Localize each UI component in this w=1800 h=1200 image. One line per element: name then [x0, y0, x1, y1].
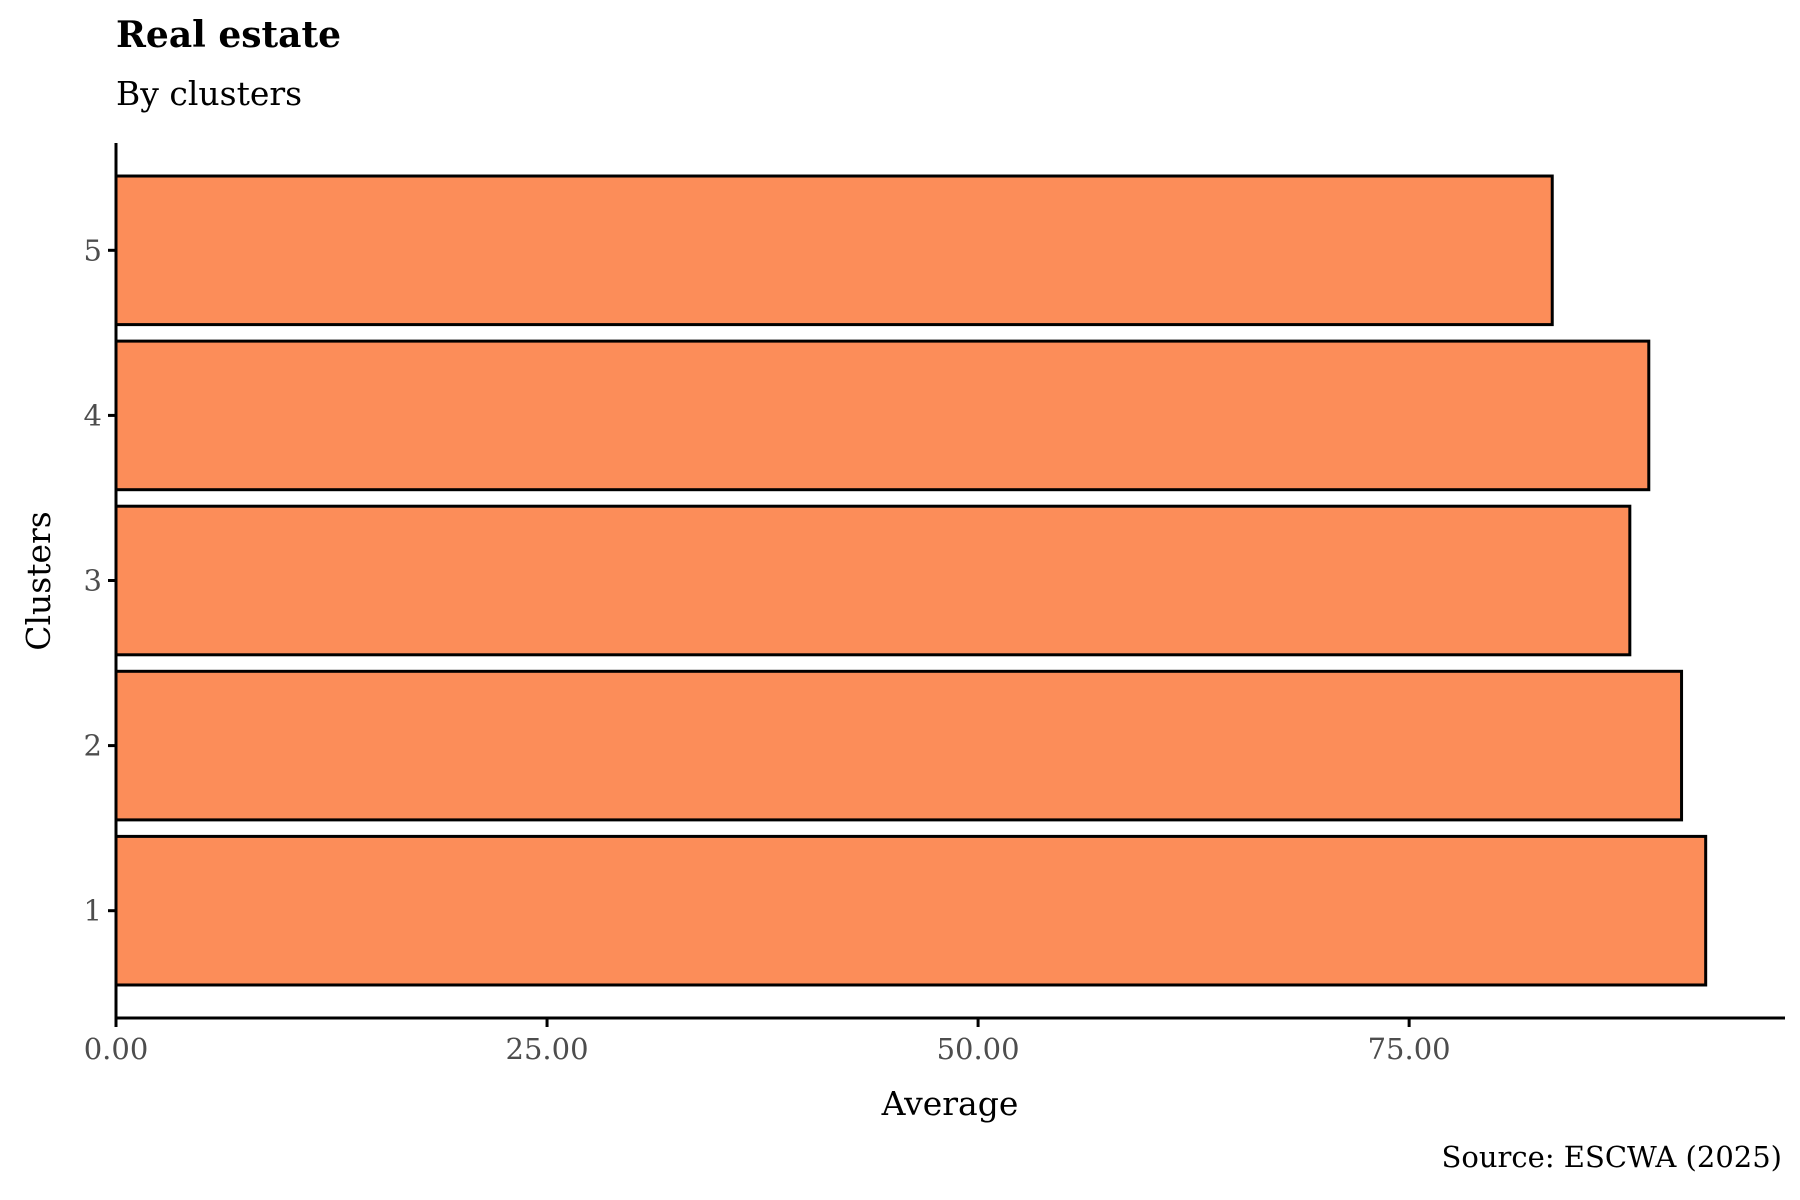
bars-layer — [114, 174, 1708, 987]
y-tick-label-1: 1 — [84, 894, 102, 928]
bar-cluster-1 — [114, 834, 1708, 987]
y-tick-label-2: 2 — [84, 729, 102, 763]
chart-caption: Source: ESCWA (2025) — [1441, 1140, 1782, 1174]
bar-cluster-2 — [114, 669, 1684, 822]
bar-cluster-4 — [114, 339, 1651, 492]
bar-cluster-5 — [114, 174, 1554, 327]
x-tick-label-0: 0.00 — [84, 1032, 149, 1066]
y-tick-label-3: 3 — [84, 564, 102, 598]
x-tick-label-1: 25.00 — [506, 1032, 589, 1066]
chart-subtitle: By clusters — [116, 74, 303, 113]
bar-cluster-3 — [114, 504, 1632, 657]
y-tick-label-4: 4 — [84, 398, 102, 432]
y-axis-title: Clusters — [19, 511, 58, 651]
x-tick-label-3: 75.00 — [1368, 1032, 1451, 1066]
chart-title: Real estate — [116, 14, 342, 56]
y-tick-label-5: 5 — [84, 233, 102, 267]
x-axis-title: Average — [881, 1084, 1019, 1123]
x-tick-label-2: 50.00 — [937, 1032, 1020, 1066]
